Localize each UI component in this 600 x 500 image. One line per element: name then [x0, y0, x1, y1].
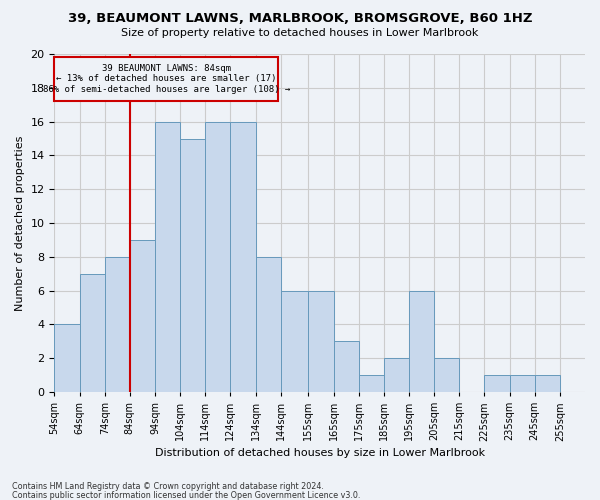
FancyBboxPatch shape [55, 56, 278, 102]
Bar [55, 324, 80, 392]
X-axis label: Distribution of detached houses by size in Lower Marlbrook: Distribution of detached houses by size … [155, 448, 485, 458]
Text: Contains public sector information licensed under the Open Government Licence v3: Contains public sector information licen… [12, 490, 361, 500]
Bar [281, 290, 308, 392]
Text: 39 BEAUMONT LAWNS: 84sqm
← 13% of detached houses are smaller (17)
86% of semi-d: 39 BEAUMONT LAWNS: 84sqm ← 13% of detach… [43, 64, 290, 94]
Bar [535, 375, 560, 392]
Bar [130, 240, 155, 392]
Bar [180, 138, 205, 392]
Bar [80, 274, 104, 392]
Bar [104, 257, 130, 392]
Y-axis label: Number of detached properties: Number of detached properties [15, 136, 25, 310]
Bar [308, 290, 334, 392]
Bar [334, 342, 359, 392]
Bar [155, 122, 180, 392]
Text: Contains HM Land Registry data © Crown copyright and database right 2024.: Contains HM Land Registry data © Crown c… [12, 482, 324, 491]
Bar [359, 375, 384, 392]
Bar [256, 257, 281, 392]
Bar [509, 375, 535, 392]
Bar [409, 290, 434, 392]
Bar [205, 122, 230, 392]
Text: 39, BEAUMONT LAWNS, MARLBROOK, BROMSGROVE, B60 1HZ: 39, BEAUMONT LAWNS, MARLBROOK, BROMSGROV… [68, 12, 532, 26]
Bar [384, 358, 409, 392]
Text: Size of property relative to detached houses in Lower Marlbrook: Size of property relative to detached ho… [121, 28, 479, 38]
Bar [230, 122, 256, 392]
Bar [484, 375, 509, 392]
Bar [434, 358, 459, 392]
